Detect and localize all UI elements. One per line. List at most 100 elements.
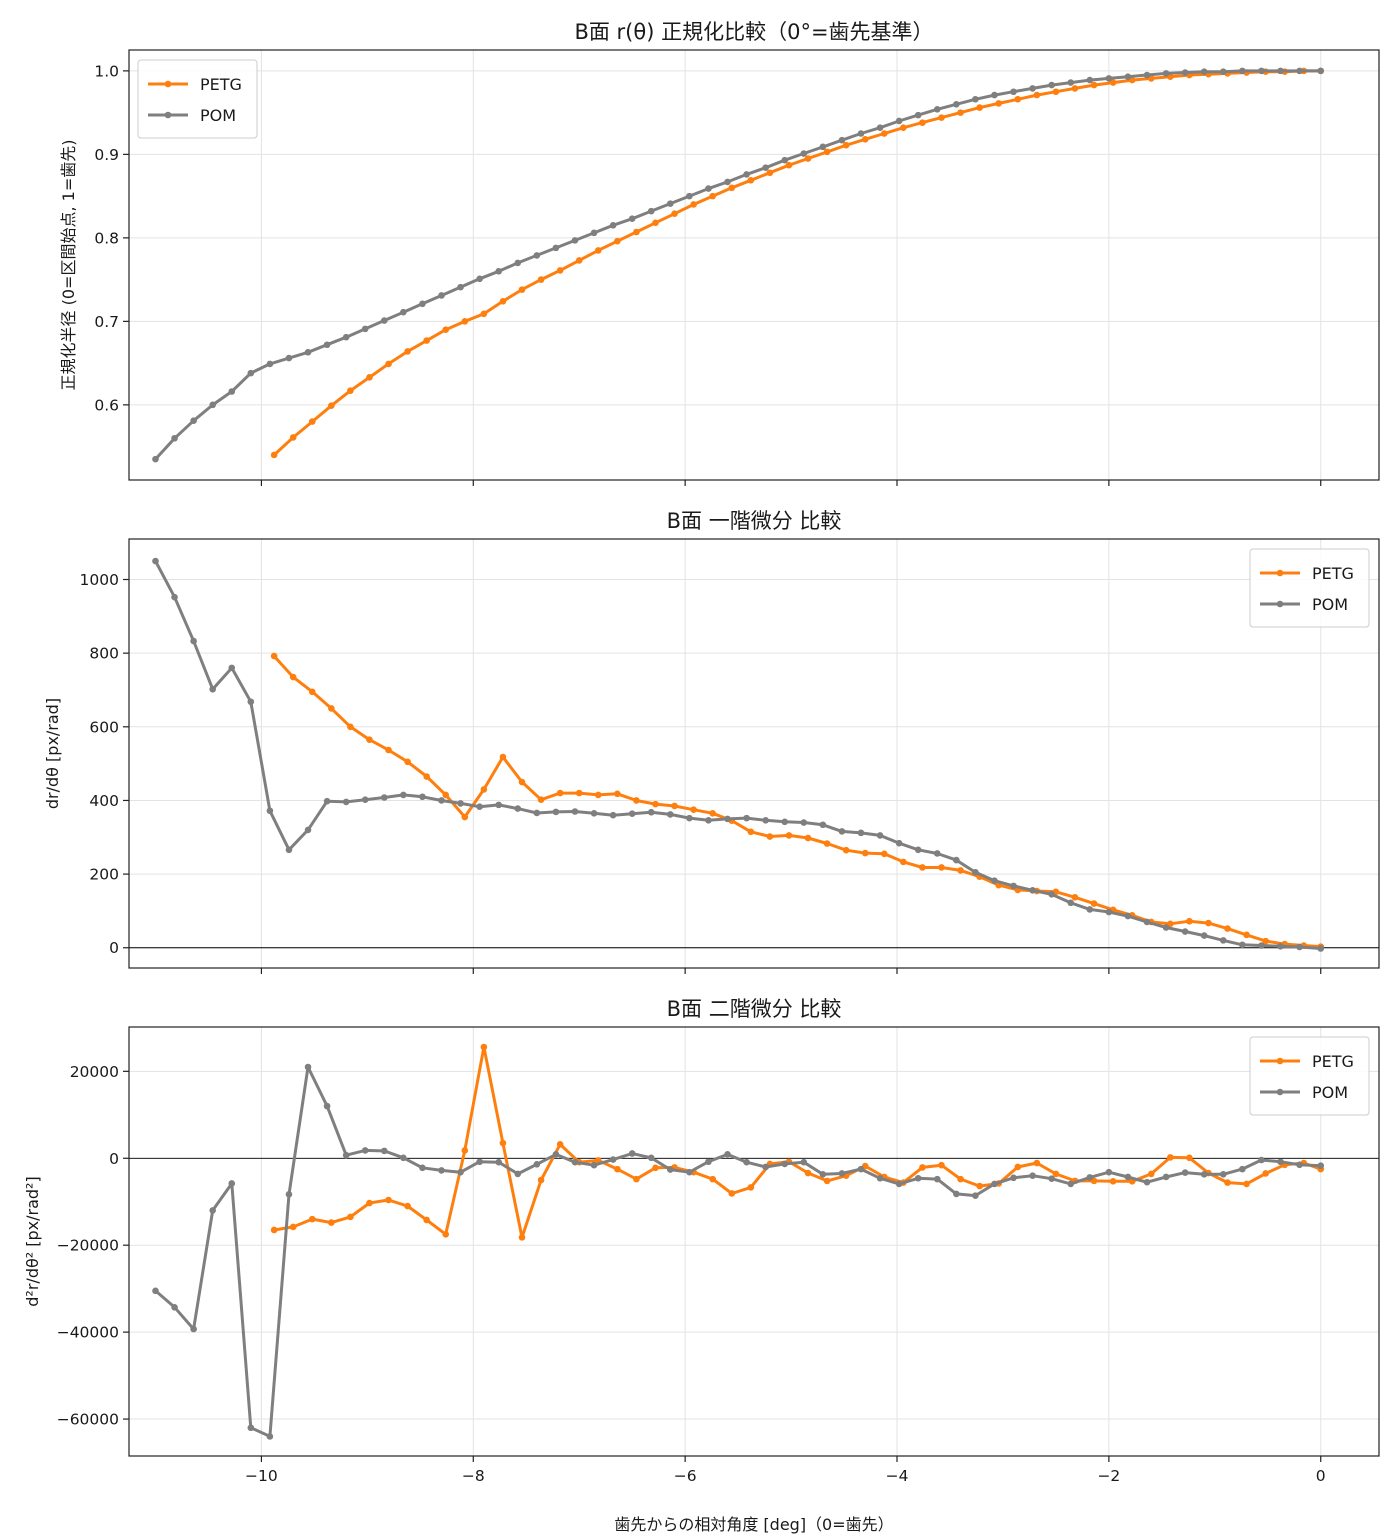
chart-1-pom-point-27 <box>667 200 674 207</box>
chart-3-pom-point-25 <box>628 1150 636 1157</box>
chart-3-petg-point-48 <box>1186 1154 1193 1162</box>
chart-2-y-tick-label-2: 400 <box>89 792 119 810</box>
chart-1-pom-point-32 <box>762 164 769 172</box>
chart-3-y-tick-label-4: 20000 <box>70 1063 119 1081</box>
chart-3-pom-point-51 <box>1124 1173 1132 1181</box>
chart-2-petg-line <box>272 655 1321 949</box>
chart-3-x-tick-label-1: −8 <box>462 1467 485 1485</box>
chart-2-pom-point-41 <box>933 850 941 857</box>
chart-3-legend-label-petg: PETG <box>1312 1052 1354 1071</box>
chart-1-pom-point-50 <box>1105 75 1113 82</box>
chart-1-pom-point-15 <box>438 292 445 299</box>
chart-1-legend-box <box>137 59 258 139</box>
chart-3-pom-point-21 <box>552 1151 560 1158</box>
chart-3-petg-point-19 <box>633 1175 640 1183</box>
chart-2-petg-point-5 <box>366 736 373 743</box>
chart-1-pom-point-12 <box>380 317 388 324</box>
chart-1-pom-point-22 <box>571 237 579 244</box>
chart-2-pom-point-37 <box>857 829 865 837</box>
chart-1-petg-point-11 <box>480 310 488 318</box>
chart-1-pom-point-10 <box>342 333 350 341</box>
chart-2-pom-point-33 <box>781 818 789 826</box>
chart-1-pom-point-14 <box>419 300 426 308</box>
chart-3-pom-line <box>154 1065 1321 1438</box>
chart-3-petg-point-34 <box>919 1164 926 1171</box>
chart-2-pom-point-50 <box>1105 908 1113 916</box>
chart-3-petg-point-50 <box>1224 1179 1231 1186</box>
chart-3-x-tick-label-0: −10 <box>245 1467 278 1485</box>
chart-1-pom-point-16 <box>457 283 464 291</box>
chart-1-pom-point-8 <box>304 348 312 356</box>
chart-2-petg-point-35 <box>938 864 945 871</box>
chart-3-y-tick-label-2: −20000 <box>57 1237 119 1255</box>
chart-1-petg-point-27 <box>785 161 793 169</box>
chart-2-pom-point-15 <box>438 797 445 804</box>
chart-3-pom-point-54 <box>1181 1169 1189 1176</box>
chart-2-pom-point-1 <box>171 593 178 601</box>
chart-1-petg-point-9 <box>442 326 450 334</box>
chart-panel-3: −60000 −40000 −20000 0 20000 −10 −8 −6 −4 −2 0 B面 二… <box>23 997 1380 1485</box>
chart-3-pom-point-46 <box>1029 1172 1036 1179</box>
chart-1-petg-point-3 <box>328 402 335 409</box>
chart-1-pom-point-35 <box>819 143 827 151</box>
chart-1-pom-point-4 <box>228 388 236 395</box>
chart-2-pom-point-42 <box>953 856 960 864</box>
chart-2-petg-point-14 <box>537 796 545 804</box>
chart-1-petg-point-38 <box>995 100 1003 107</box>
chart-1-pom-point-29 <box>705 185 712 192</box>
chart-3-pom-point-48 <box>1067 1180 1075 1188</box>
chart-1-pom-point-7 <box>285 354 293 362</box>
chart-2-petg-point-25 <box>747 828 755 836</box>
chart-2-pom-point-2 <box>190 637 197 645</box>
chart-2-pom-point-54 <box>1181 928 1189 935</box>
chart-3-x-tick-label-5: 0 <box>1316 1467 1326 1485</box>
chart-1-pom-point-61 <box>1317 67 1325 75</box>
chart-3-petg-line <box>273 1045 1322 1239</box>
chart-2-pom-point-17 <box>476 803 483 811</box>
chart-3-x-tick-label-3: −4 <box>886 1467 909 1485</box>
chart-1-pom-point-21 <box>552 244 560 252</box>
chart-2-y-tick-label-4: 800 <box>89 645 119 663</box>
chart-1-pom-point-2 <box>190 417 197 425</box>
chart-2-petg-point-28 <box>804 834 812 842</box>
chart-1-petg-point-14 <box>537 276 545 283</box>
chart-3-pom-point-23 <box>590 1161 598 1169</box>
chart-2-y-tick-label-3: 600 <box>89 718 119 736</box>
chart-3-pom-point-58 <box>1258 1156 1265 1164</box>
chart-3-pom-point-37 <box>857 1165 865 1173</box>
chart-3-pom-point-9 <box>323 1102 331 1110</box>
chart-1-petg-point-24 <box>728 184 736 192</box>
chart-1-petg-point-42 <box>1071 85 1079 92</box>
chart-2-petg-point-27 <box>785 832 793 839</box>
chart-1-y-tick-label-4: 1.0 <box>94 62 119 80</box>
chart-3-petg-point-12 <box>499 1139 507 1147</box>
chart-3-petg-point-13 <box>518 1234 526 1241</box>
chart-3-petg-point-1 <box>289 1223 297 1231</box>
chart-1-petg-point-43 <box>1090 81 1098 89</box>
chart-1-pom-point-39 <box>895 117 903 125</box>
chart-2-pom-point-22 <box>571 808 579 815</box>
chart-3-petg-point-23 <box>709 1175 716 1183</box>
chart-2-pom-point-6 <box>266 807 274 815</box>
chart-1-legend-label-pom: POM <box>200 106 236 125</box>
chart-1-pom-point-54 <box>1181 69 1189 76</box>
chart-1-pom-point-23 <box>590 229 598 237</box>
chart-3-pom-point-40 <box>914 1174 922 1182</box>
chart-3-petg-point-15 <box>556 1141 564 1148</box>
chart-3-pom-point-16 <box>457 1168 464 1176</box>
chart-2-pom-point-39 <box>895 839 903 847</box>
chart-3-pom-point-57 <box>1239 1165 1246 1173</box>
chart-2-petg-point-3 <box>328 705 335 712</box>
chart-2-petg-point-16 <box>575 789 583 797</box>
chart-1-petg-point-28 <box>804 155 812 162</box>
chart-3-pom-point-53 <box>1162 1173 1170 1181</box>
chart-2-pom-point-30 <box>724 815 731 823</box>
chart-2-title: B面 一階微分 比較 <box>667 509 842 533</box>
chart-2-pom-point-32 <box>762 817 769 824</box>
chart-1-petg-point-31 <box>861 136 869 143</box>
chart-1-pom-point-41 <box>933 105 941 113</box>
chart-2-petg-point-11 <box>480 786 488 793</box>
chart-1-petg-point-33 <box>900 124 907 131</box>
chart-3-y-axis-label: d²r/dθ² [px/rad²] <box>23 1176 42 1306</box>
chart-1-pom-point-49 <box>1086 76 1094 84</box>
